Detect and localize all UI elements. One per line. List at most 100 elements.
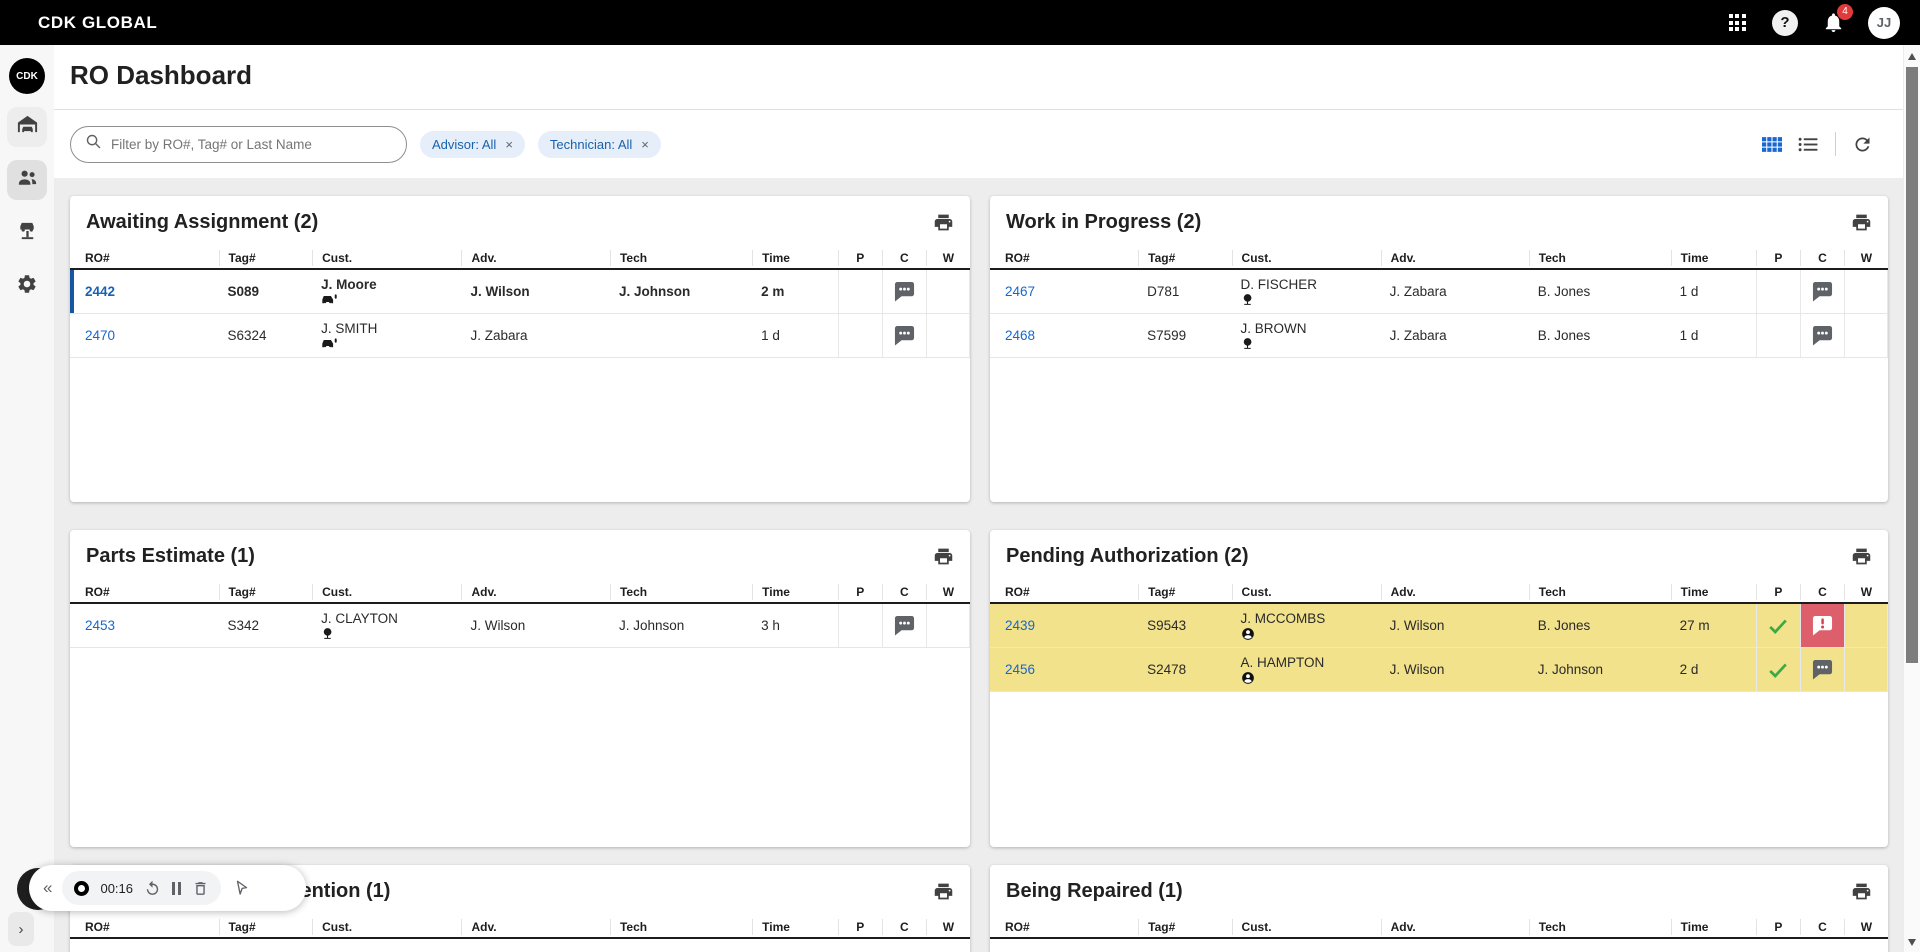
panel-parts-estimate: Parts Estimate (1) RO# Tag# Cust. Adv. T…	[70, 530, 970, 847]
warranty-status-cell	[925, 604, 970, 647]
panel-being-repaired: Being Repaired (1) RO# Tag# Cust. Adv. T…	[990, 865, 1888, 952]
trash-icon[interactable]	[192, 880, 209, 897]
chip-remove-icon[interactable]: ×	[505, 136, 513, 152]
grid-view-icon[interactable]	[1762, 137, 1782, 152]
warranty-status-cell	[1843, 648, 1888, 691]
table-row[interactable]: 2470 S6324 J. SMITH J. Zabara 1 d	[70, 314, 970, 358]
brand-logo: CDK GLOBAL	[38, 12, 158, 32]
table-row[interactable]: 2442 S089 J. Moore J. Wilson J. Johnson …	[70, 270, 970, 314]
print-icon[interactable]	[1851, 212, 1872, 233]
warranty-status-cell	[1843, 604, 1888, 647]
warranty-status-cell	[925, 314, 970, 357]
print-icon[interactable]	[1851, 546, 1872, 567]
sidebar-item-settings[interactable]	[7, 266, 47, 306]
ro-link[interactable]: 2439	[1005, 618, 1036, 633]
toolbar-divider	[1835, 132, 1836, 156]
sidebar-item-vehicle-lift[interactable]	[7, 213, 47, 253]
print-icon[interactable]	[933, 881, 954, 902]
left-sidebar: CDK	[0, 45, 54, 952]
panel-pending-authorization: Pending Authorization (2) RO# Tag# Cust.…	[990, 530, 1888, 847]
scroll-up-arrow[interactable]	[1908, 53, 1916, 60]
comment-icon[interactable]	[1799, 648, 1844, 691]
comment-icon[interactable]	[881, 604, 926, 647]
panel-title: Awaiting Assignment (2)	[86, 210, 319, 233]
panel-awaiting-assignment: Awaiting Assignment (2) RO# Tag# Cust. A…	[70, 196, 970, 502]
comment-icon[interactable]	[881, 270, 926, 313]
ro-link[interactable]: 2467	[1005, 284, 1036, 299]
advisor-filter-chip[interactable]: Advisor: All ×	[420, 130, 525, 158]
settings-gear-icon	[16, 273, 38, 300]
technician-filter-chip[interactable]: Technician: All ×	[537, 130, 661, 158]
record-icon[interactable]	[74, 880, 90, 896]
search-input[interactable]	[111, 136, 392, 152]
print-icon[interactable]	[933, 212, 954, 233]
table-row[interactable]: 2439 S9543 J. MCCOMBS J. Wilson B. Jones…	[990, 604, 1888, 648]
alert-comment-icon[interactable]	[1799, 604, 1844, 647]
customers-icon	[16, 166, 39, 194]
sidebar-item-service-lane[interactable]	[7, 107, 47, 147]
table-header: RO# Tag# Cust. Adv. Tech Time P C W	[70, 917, 970, 939]
panel-title: Pending Authorization (2)	[1006, 544, 1249, 567]
parts-status-cell	[837, 270, 882, 313]
cursor-icon[interactable]	[233, 879, 251, 897]
refresh-icon[interactable]	[1852, 134, 1873, 155]
panel-work-in-progress: Work in Progress (2) RO# Tag# Cust. Adv.…	[990, 196, 1888, 502]
avatar[interactable]: JJ	[1868, 6, 1900, 39]
warranty-status-cell	[1843, 314, 1888, 357]
search-box[interactable]	[70, 125, 407, 163]
sidebar-item-customers[interactable]	[7, 160, 47, 200]
comment-icon[interactable]	[1799, 270, 1844, 313]
ro-link[interactable]: 2442	[85, 284, 116, 299]
bell-icon[interactable]: 4	[1820, 3, 1853, 36]
service-lane-icon	[16, 113, 39, 141]
ro-link[interactable]: 2468	[1005, 328, 1036, 343]
table-header: RO# Tag# Cust. Adv. Tech Time P C W	[70, 248, 970, 270]
parts-status-cell	[1755, 270, 1800, 313]
table-row[interactable]: 2453 S342 J. CLAYTON J. Wilson J. Johnso…	[70, 604, 970, 648]
vertical-scrollbar[interactable]	[1903, 45, 1920, 952]
table-header: RO# Tag# Cust. Adv. Tech Time P C W	[990, 248, 1888, 270]
vehicle-lift-icon	[16, 219, 39, 247]
warranty-status-cell	[1843, 270, 1888, 313]
panel-title: Parts Estimate (1)	[86, 544, 255, 567]
expand-panel-tab[interactable]: ›	[8, 912, 34, 946]
page-title: RO Dashboard	[70, 60, 253, 90]
replay-icon[interactable]	[144, 880, 161, 897]
notification-badge: 4	[1837, 3, 1853, 20]
tree-icon	[1241, 293, 1254, 307]
help-icon[interactable]: ?	[1772, 9, 1798, 36]
table-row[interactable]: 2456 S2478 A. HAMPTON J. Wilson J. Johns…	[990, 648, 1888, 692]
tree-icon	[321, 627, 334, 641]
check-icon	[1755, 648, 1800, 691]
print-icon[interactable]	[1851, 881, 1872, 902]
cdk-logo[interactable]: CDK	[9, 58, 45, 94]
panel-title: Work in Progress (2)	[1006, 210, 1202, 233]
list-view-icon[interactable]	[1798, 136, 1819, 153]
car-key-icon	[321, 337, 338, 351]
chip-remove-icon[interactable]: ×	[641, 136, 649, 152]
ro-link[interactable]: 2453	[85, 618, 116, 633]
table-row[interactable]: 2467 D781 D. FISCHER J. Zabara B. Jones …	[990, 270, 1888, 314]
person-icon	[1241, 671, 1255, 685]
person-icon	[1241, 627, 1255, 641]
header-divider	[54, 109, 1903, 110]
warranty-status-cell	[925, 270, 970, 313]
ro-link[interactable]: 2456	[1005, 662, 1036, 677]
print-icon[interactable]	[933, 546, 954, 567]
table-row[interactable]: 2468 S7599 J. BROWN J. Zabara B. Jones 1…	[990, 314, 1888, 358]
comment-icon[interactable]	[881, 314, 926, 357]
pause-icon[interactable]	[172, 881, 182, 895]
collapse-toolbar-icon[interactable]: «	[43, 878, 53, 897]
table-header: RO# Tag# Cust. Adv. Tech Time P C W	[990, 917, 1888, 939]
search-icon	[85, 133, 102, 155]
parts-status-cell	[837, 604, 882, 647]
apps-grid-icon[interactable]	[1724, 10, 1750, 36]
comment-icon[interactable]	[1799, 314, 1844, 357]
filter-bar: Advisor: All × Technician: All ×	[54, 110, 1903, 178]
recording-toolbar: « 00:16	[29, 865, 306, 911]
ro-link[interactable]: 2470	[85, 328, 116, 343]
scrollbar-thumb[interactable]	[1906, 67, 1918, 663]
recording-timer: 00:16	[100, 880, 134, 896]
check-icon	[1755, 604, 1800, 647]
scroll-down-arrow[interactable]	[1908, 939, 1916, 946]
